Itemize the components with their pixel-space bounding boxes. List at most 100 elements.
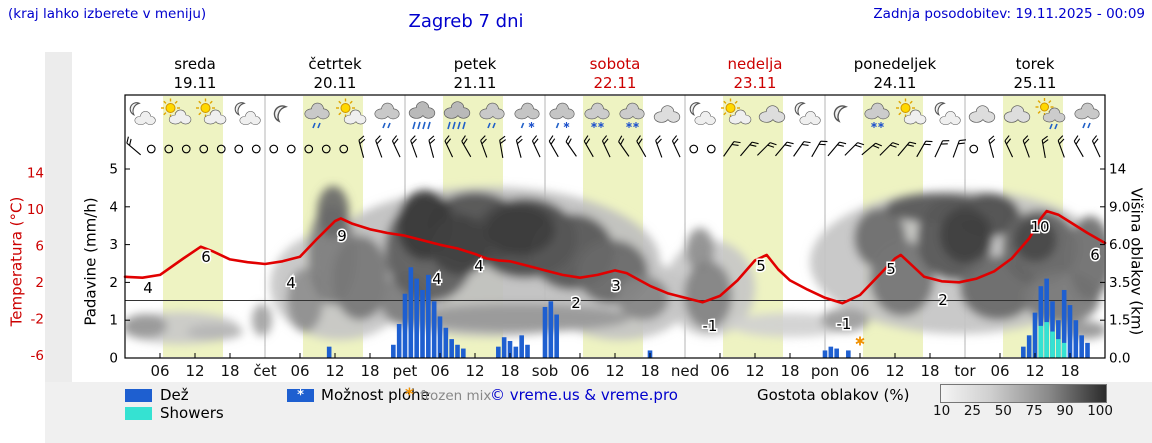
wind-barb-icon bbox=[565, 135, 577, 157]
cloud-height-tick: 6.0 bbox=[1109, 237, 1130, 253]
weather-icons-row bbox=[129, 98, 1100, 130]
hour-tick: 18 bbox=[220, 362, 239, 380]
precip-tick: 2 bbox=[109, 275, 118, 291]
hour-tick: 12 bbox=[885, 362, 904, 380]
weather-icon-c bbox=[1003, 105, 1031, 123]
weather-icon-crr bbox=[408, 101, 436, 130]
weather-icon-sc bbox=[336, 98, 367, 125]
day-name: torek bbox=[1015, 55, 1055, 73]
precip-tick: 0 bbox=[109, 351, 118, 367]
weather-icon-c bbox=[758, 105, 786, 123]
wind-barb-icon bbox=[671, 135, 681, 158]
day-date: 24.11 bbox=[873, 74, 917, 92]
rain-legend-label: Dež bbox=[160, 386, 189, 404]
day-name: četrtek bbox=[308, 55, 362, 73]
cloud-density-scale-value: 50 bbox=[994, 403, 1012, 419]
day-abbr-tick: sob bbox=[532, 362, 559, 380]
wind-calm-icon bbox=[286, 144, 296, 154]
hour-tick: 06 bbox=[570, 362, 589, 380]
raindrop-icon bbox=[492, 122, 496, 129]
svg-text:5: 5 bbox=[756, 257, 766, 275]
copyright-link[interactable]: © vreme.us & vreme.pro bbox=[490, 386, 678, 404]
raindrop-icon bbox=[427, 121, 431, 130]
raindrop-icon bbox=[555, 122, 560, 129]
wind-barb-icon bbox=[444, 135, 454, 158]
day-name: nedelja bbox=[727, 55, 783, 73]
snowflake-icon bbox=[871, 122, 877, 128]
snowflake-icon bbox=[563, 122, 570, 128]
day-header-petek: petek 21.11 bbox=[405, 55, 545, 93]
wind-barb-icon bbox=[375, 135, 383, 158]
wind-barb-icon bbox=[916, 140, 933, 158]
wind-barb-icon bbox=[1091, 135, 1101, 158]
raindrop-icon bbox=[1054, 123, 1058, 130]
cloud-density-scale-value: 90 bbox=[1056, 403, 1074, 419]
svg-text:-1: -1 bbox=[837, 315, 852, 333]
wind-calm-icon bbox=[216, 144, 226, 154]
temperature-labels: 4 6 4 9 4 4 2 3 -1 5 -1 5 2 10 6 bbox=[142, 217, 1102, 337]
raindrop-icon bbox=[452, 121, 456, 130]
weather-icon-csn bbox=[619, 102, 645, 128]
wind-barb-icon bbox=[358, 135, 366, 158]
weather-icon-mc bbox=[689, 102, 716, 125]
cloud-density-scale-value: 10 bbox=[933, 403, 951, 419]
hour-tick: 18 bbox=[920, 362, 939, 380]
hour-tick: 06 bbox=[290, 362, 309, 380]
weather-icon-csl bbox=[514, 102, 540, 129]
wind-barb-icon bbox=[1057, 135, 1065, 158]
weather-icon-mc bbox=[794, 102, 821, 125]
raindrop-icon bbox=[417, 121, 421, 130]
raindrop-icon bbox=[520, 122, 525, 129]
wind-barb-icon bbox=[897, 141, 917, 157]
wind-barb-icon bbox=[410, 135, 418, 158]
svg-text:6: 6 bbox=[1090, 246, 1100, 264]
snowflake-icon bbox=[598, 122, 604, 128]
wind-calm-icon bbox=[234, 144, 244, 154]
raindrop-icon bbox=[387, 122, 391, 129]
svg-text:4: 4 bbox=[432, 270, 442, 288]
wind-barb-icon bbox=[655, 135, 663, 158]
hour-tick: 12 bbox=[185, 362, 204, 380]
precip-tick: 5 bbox=[109, 162, 118, 178]
day-abbr-tick: pet bbox=[393, 362, 418, 380]
weather-icon-csn bbox=[584, 102, 610, 128]
wind-calm-icon bbox=[304, 144, 314, 154]
wind-row bbox=[126, 135, 1101, 158]
weather-icon-m bbox=[833, 105, 848, 123]
raindrop-icon bbox=[457, 121, 461, 130]
hour-tick: 06 bbox=[150, 362, 169, 380]
menu-hint: (kraj lahko izberete v meniju) bbox=[8, 6, 207, 22]
wind-barb-icon bbox=[461, 135, 472, 158]
hour-tick: 12 bbox=[605, 362, 624, 380]
temp-tick: -2 bbox=[31, 311, 44, 327]
raindrop-icon bbox=[312, 122, 316, 129]
weather-icon-crr bbox=[443, 101, 471, 130]
wind-calm-icon bbox=[969, 144, 979, 154]
day-header-sreda: sreda 19.11 bbox=[125, 55, 265, 93]
weather-icon-cr bbox=[479, 102, 505, 129]
wind-barb-icon bbox=[934, 140, 950, 158]
shower-chance-legend-label: Možnost plohe bbox=[321, 386, 430, 404]
svg-text:2: 2 bbox=[938, 291, 948, 309]
wind-barb-icon bbox=[618, 135, 630, 157]
hour-tick: 12 bbox=[465, 362, 484, 380]
precip-tick: 4 bbox=[109, 199, 118, 215]
svg-text:2: 2 bbox=[571, 294, 581, 312]
hour-tick: 12 bbox=[1025, 362, 1044, 380]
moon-icon bbox=[129, 102, 141, 116]
wind-barb-icon bbox=[861, 142, 883, 156]
day-name: sreda bbox=[174, 55, 216, 73]
day-name: petek bbox=[453, 55, 497, 73]
weather-icon-mc bbox=[129, 102, 156, 125]
wind-barb-icon bbox=[1041, 135, 1049, 158]
temp-tick: 14 bbox=[27, 165, 44, 181]
svg-text:4: 4 bbox=[286, 274, 296, 292]
wind-barb-icon bbox=[756, 142, 777, 156]
weather-icon-mc bbox=[234, 102, 261, 125]
snowflake-icon bbox=[626, 122, 632, 128]
snowflake-icon bbox=[633, 122, 639, 128]
weather-icon-csn bbox=[864, 102, 890, 128]
day-date: 19.11 bbox=[173, 74, 217, 92]
raindrop-icon bbox=[382, 122, 386, 129]
